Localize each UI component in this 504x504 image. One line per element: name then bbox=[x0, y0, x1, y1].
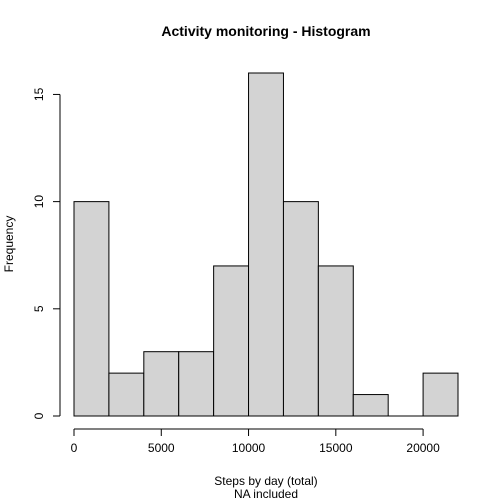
bars-group bbox=[73, 72, 459, 417]
histogram-bar-1 bbox=[108, 372, 145, 417]
x-tick-label: 10000 bbox=[232, 441, 266, 455]
x-tick-label: 20000 bbox=[406, 441, 440, 455]
x-tick-label: 5000 bbox=[148, 441, 175, 455]
x-tick-label: 0 bbox=[71, 441, 78, 455]
histogram-bar-7 bbox=[317, 265, 354, 417]
x-axis-label: Steps by day (total) bbox=[214, 474, 317, 488]
histogram-bar-0 bbox=[73, 201, 110, 417]
y-tick-label: 5 bbox=[32, 305, 46, 312]
chart-title: Activity monitoring - Histogram bbox=[161, 23, 370, 39]
x-axis: 0 5000 10000 15000 20000 bbox=[71, 428, 440, 455]
histogram-bar-2 bbox=[143, 351, 180, 417]
x-tick-label: 15000 bbox=[319, 441, 353, 455]
histogram-bar-8 bbox=[352, 394, 389, 417]
histogram-bar-3 bbox=[178, 351, 215, 417]
y-axis: 0 5 10 15 bbox=[32, 87, 61, 419]
histogram-bar-6 bbox=[282, 201, 319, 417]
y-tick-label: 0 bbox=[32, 412, 46, 419]
x-axis-subtitle: NA included bbox=[234, 487, 298, 501]
histogram-bar-10 bbox=[422, 372, 459, 417]
histogram-bar-5 bbox=[248, 72, 284, 417]
y-tick-label: 10 bbox=[32, 195, 46, 209]
y-tick-label: 15 bbox=[32, 87, 46, 101]
y-axis-label: Frequency bbox=[2, 216, 16, 273]
histogram-bar-4 bbox=[213, 265, 250, 417]
